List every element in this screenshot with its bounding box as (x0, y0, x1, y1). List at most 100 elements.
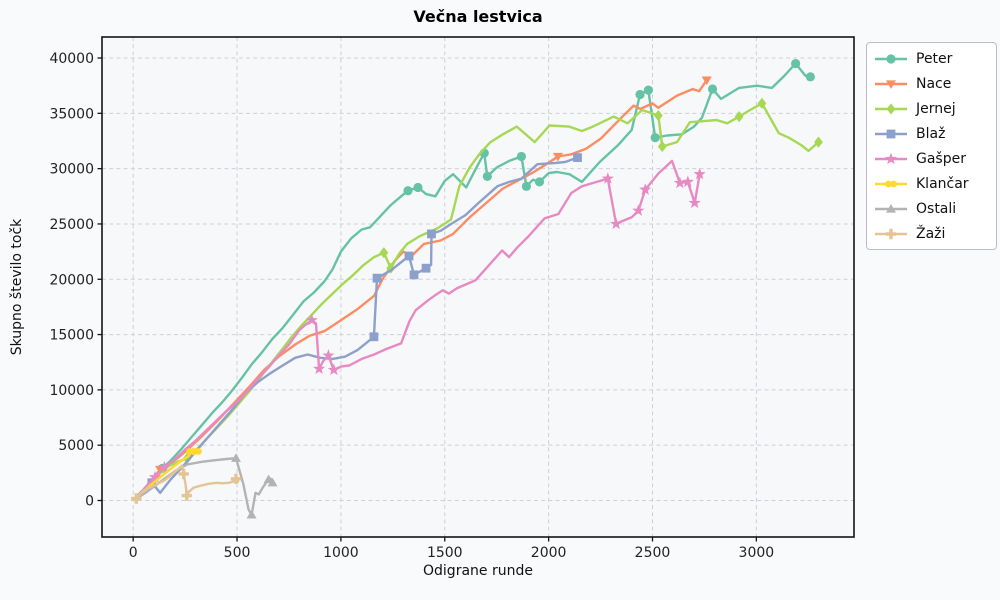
star-marker-icon (884, 152, 898, 164)
x-tick-label: 2000 (531, 545, 567, 561)
plus-marker-icon (230, 473, 242, 485)
legend-label: Jernej (916, 100, 956, 117)
legend-swatch-diamond (875, 102, 907, 115)
tick-labels: 0 500 1000 1500 2000 2500 30000500010000150002… (49, 51, 774, 561)
diamond-marker-icon (657, 140, 667, 153)
circle-marker-icon (516, 151, 527, 162)
square-marker-icon (404, 251, 414, 261)
y-tick-label: 35000 (49, 106, 94, 122)
square-marker-icon (372, 273, 382, 283)
star-marker-icon (681, 175, 694, 188)
axes-spines (101, 36, 855, 538)
series-Gašper (136, 159, 706, 498)
series-Žaži (131, 464, 242, 504)
plot-area (102, 37, 854, 537)
legend-swatch-star (875, 152, 907, 164)
y-tick-label: 30000 (49, 162, 94, 178)
square-marker-icon (573, 153, 582, 162)
x-axis-label: Odigrane runde (423, 563, 533, 579)
circle-marker-icon (707, 84, 718, 94)
star-marker-icon (688, 196, 701, 209)
legend-item-Ostali: Ostali (873, 196, 990, 221)
legend-item-Žaži: Žaži (873, 221, 990, 246)
series-group (131, 58, 823, 519)
square-marker-icon (421, 263, 431, 273)
circle-marker-icon (403, 186, 413, 196)
circle-marker-icon (534, 177, 545, 187)
x-tick-label: 3000 (739, 545, 775, 561)
legend-item-Klančar: Klančar (873, 171, 990, 196)
legend-label: Blaž (916, 125, 946, 142)
y-tick-label: 0 (85, 493, 94, 509)
star-marker-icon (610, 217, 623, 230)
legend-label: Peter (916, 50, 953, 67)
plus-marker-icon (178, 468, 189, 480)
x-tick-label: 0 (129, 545, 138, 561)
legend-label: Žaži (916, 225, 946, 242)
legend-item-Gašper: Gašper (873, 146, 990, 171)
diamond-marker-icon (757, 97, 767, 109)
legend-item-Nace: Nace (873, 71, 990, 96)
x-tick-label: 1500 (427, 545, 463, 561)
legend: Peter Nace Jernej Blaž Gašper Klančar Ostali Ža… (866, 42, 997, 250)
series-Blaž (136, 153, 582, 499)
legend-swatch-triangle-down (875, 79, 907, 89)
triangle-down-marker-icon (886, 79, 896, 89)
double-circle-marker-icon (885, 180, 897, 187)
grid-lines (102, 37, 854, 537)
star-marker-icon (305, 313, 318, 326)
star-marker-icon (632, 204, 645, 216)
x-tick-label: 500 (224, 545, 251, 561)
chart-title: Večna lestvica (413, 7, 543, 26)
triangle-up-marker-icon (886, 203, 896, 213)
square-marker-icon (369, 332, 379, 342)
star-marker-icon (639, 183, 652, 195)
square-marker-icon (409, 270, 419, 280)
diamond-marker-icon (886, 102, 896, 115)
triangle-up-marker-icon (267, 477, 278, 487)
square-marker-icon (427, 229, 436, 239)
series-line-Blaž (136, 156, 579, 499)
series-line-Žaži (135, 464, 240, 500)
circle-marker-icon (791, 58, 801, 69)
star-marker-icon (158, 460, 171, 473)
legend-label: Klančar (916, 175, 969, 192)
legend-swatch-circle (875, 53, 907, 64)
plus-marker-icon (181, 490, 192, 501)
star-marker-icon (322, 349, 335, 361)
star-marker-icon (148, 470, 162, 483)
plus-marker-icon (131, 493, 142, 504)
series-line-Gašper (136, 159, 701, 498)
star-marker-icon (673, 176, 686, 189)
legend-swatch-double-circle (875, 180, 907, 187)
legend-label: Gašper (916, 150, 966, 167)
diamond-marker-icon (814, 136, 823, 148)
circle-marker-icon (635, 89, 645, 100)
legend-item-Jernej: Jernej (873, 96, 990, 121)
tick-marks (97, 57, 758, 542)
legend-label: Nace (916, 75, 952, 92)
y-tick-label: 10000 (49, 383, 94, 399)
double-circle-marker-icon (189, 447, 202, 455)
plus-marker-icon (885, 228, 897, 239)
diamond-marker-icon (653, 109, 663, 122)
y-tick-label: 5000 (58, 438, 94, 454)
circle-marker-icon (886, 53, 896, 64)
legend-swatch-plus (875, 228, 907, 239)
legend-swatch-square (875, 129, 907, 138)
circle-marker-icon (650, 133, 660, 143)
circle-marker-icon (643, 85, 653, 95)
triangle-down-marker-icon (701, 76, 712, 86)
diamond-marker-icon (379, 247, 389, 259)
diamond-marker-icon (734, 111, 744, 123)
x-tick-label: 1000 (323, 545, 359, 561)
triangle-down-marker-icon (552, 152, 563, 162)
series-Klančar (135, 447, 202, 500)
series-line-Jernej (136, 102, 820, 499)
y-tick-label: 20000 (49, 272, 94, 288)
y-tick-label: 25000 (49, 217, 94, 233)
circle-marker-icon (482, 171, 492, 181)
circle-marker-icon (413, 182, 423, 193)
